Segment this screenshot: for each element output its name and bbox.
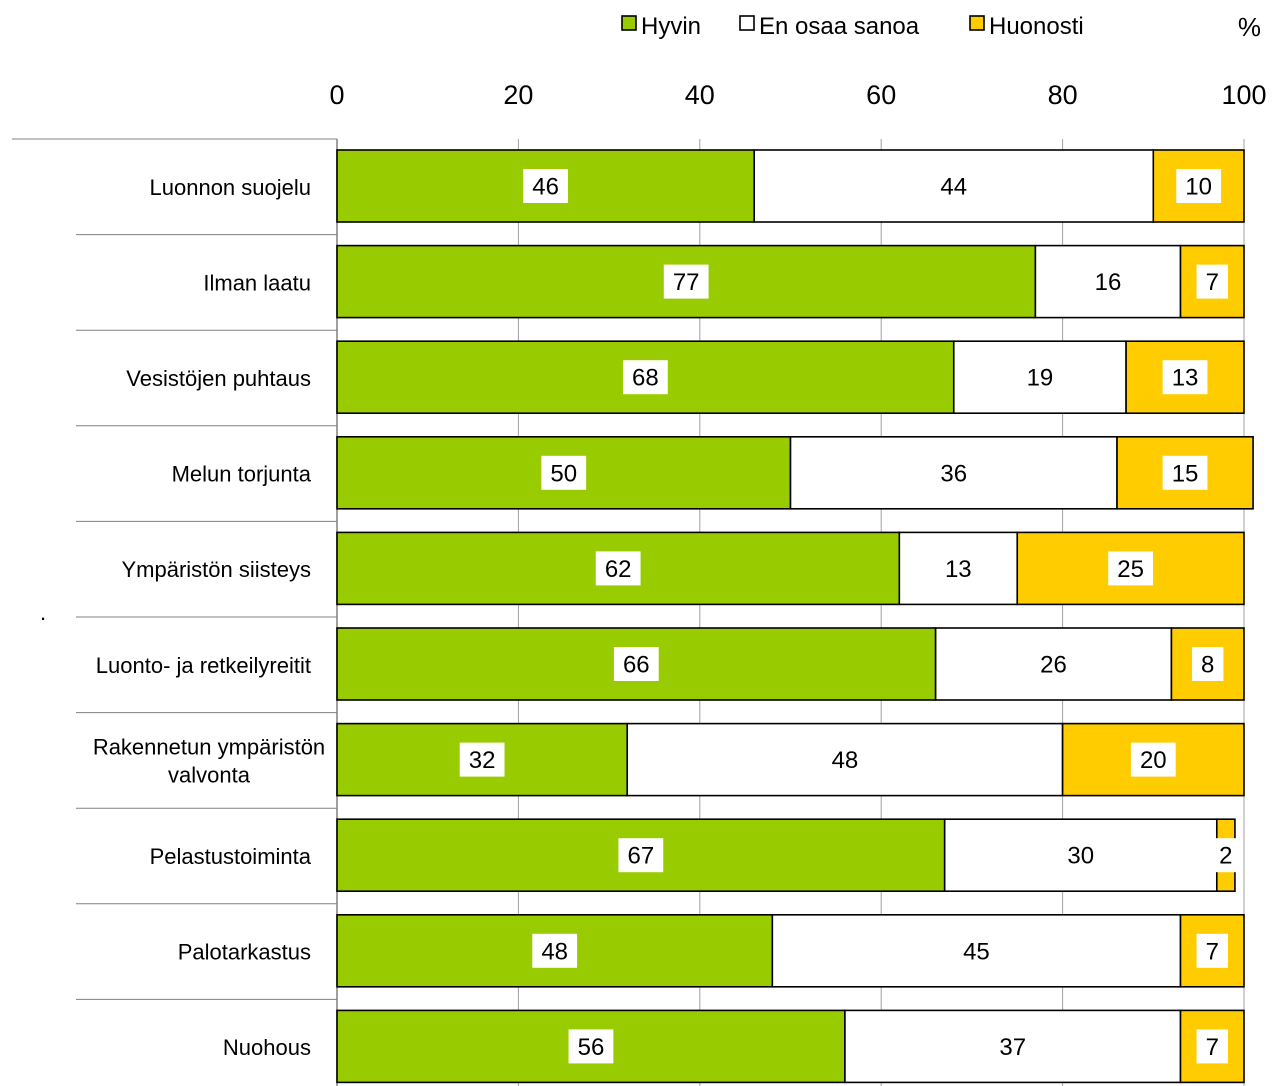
- data-label-bg: [622, 360, 668, 395]
- data-label-bg: [618, 838, 664, 873]
- stray-mark: .: [40, 600, 46, 625]
- data-label: 56: [578, 1034, 605, 1061]
- data-label: 13: [1172, 365, 1199, 392]
- data-label: 7: [1206, 1034, 1219, 1061]
- data-label: 45: [963, 938, 990, 965]
- data-label: 25: [1117, 556, 1144, 583]
- data-label-bg: [613, 647, 659, 681]
- data-label: 8: [1201, 652, 1214, 679]
- x-tick-label: 0: [329, 80, 344, 110]
- data-label: 48: [541, 938, 568, 965]
- data-label-bg: [1196, 1029, 1228, 1064]
- legend-label: Hyvin: [641, 13, 701, 40]
- bar-segment-en-osaa-sanoa: [844, 1009, 1182, 1084]
- data-label-bg: [523, 169, 569, 203]
- category-label: Pelastustoiminta: [150, 844, 312, 869]
- category-labels: Luonnon suojelu Ilman laatu Vesistöjen puh…: [93, 175, 325, 1060]
- data-label-bg: [1192, 647, 1224, 681]
- data-label: 37: [999, 1034, 1026, 1061]
- data-label: 26: [1040, 652, 1067, 679]
- data-label-bg: [1210, 838, 1242, 873]
- data-label-bg: [568, 1029, 614, 1064]
- data-label-bg: [663, 264, 709, 299]
- category-label: Melun torjunta: [172, 462, 312, 487]
- legend-swatch: [621, 15, 637, 31]
- data-label-bg: [1196, 264, 1228, 299]
- category-label: Ympäristön siisteys: [121, 557, 311, 582]
- data-label: 16: [1095, 269, 1122, 296]
- category-label: Palotarkastus: [178, 940, 311, 965]
- data-label: 7: [1206, 269, 1219, 296]
- data-label: 19: [1027, 365, 1054, 392]
- category-label: Nuohous: [223, 1035, 311, 1060]
- x-tick-label: 60: [866, 80, 896, 110]
- data-label-bg: [595, 551, 641, 586]
- data-label: 77: [673, 269, 700, 296]
- data-label: 13: [945, 556, 972, 583]
- data-label-bg: [1196, 933, 1228, 968]
- category-label: Vesistöjen puhtaus: [126, 366, 311, 391]
- legend-swatch: [969, 15, 985, 31]
- legend: Hyvin En osaa sanoa Huonosti: [621, 13, 1084, 40]
- data-label: 48: [832, 747, 859, 774]
- category-label: Luonnon suojelu: [150, 175, 311, 200]
- data-label-bg: [541, 455, 587, 490]
- data-label: 30: [1067, 843, 1094, 870]
- data-label: 68: [632, 365, 659, 392]
- data-label: 66: [623, 652, 650, 679]
- data-label: 67: [627, 843, 654, 870]
- category-label: Luonto- ja retkeilyreitit: [96, 653, 311, 678]
- data-label: 32: [469, 747, 496, 774]
- data-label: 15: [1172, 460, 1199, 487]
- data-label-bg: [1162, 360, 1208, 395]
- unit-label: %: [1238, 12, 1261, 42]
- data-label: 20: [1140, 747, 1167, 774]
- legend-label: Huonosti: [989, 13, 1084, 40]
- data-label: 2: [1219, 843, 1232, 870]
- data-label-bg: [1176, 169, 1222, 203]
- legend-label: En osaa sanoa: [759, 13, 920, 40]
- data-label-bg: [1162, 455, 1208, 490]
- data-label: 46: [532, 174, 559, 201]
- x-tick-label: 80: [1048, 80, 1078, 110]
- bar-segment-en-osaa-sanoa: [753, 149, 1155, 223]
- data-label-bg: [532, 933, 578, 968]
- legend-swatch: [739, 15, 755, 31]
- x-tick-label: 20: [503, 80, 533, 110]
- bar-segment-en-osaa-sanoa: [789, 435, 1118, 510]
- data-label-bg: [1130, 742, 1176, 777]
- data-label: 10: [1185, 174, 1212, 201]
- bar-segment-hyvin: [336, 1009, 846, 1084]
- x-tick-label: 40: [685, 80, 715, 110]
- data-label: 44: [940, 174, 967, 201]
- data-label: 50: [550, 460, 577, 487]
- data-label: 7: [1206, 938, 1219, 965]
- x-tick-label: 100: [1221, 80, 1266, 110]
- data-label: 62: [605, 556, 632, 583]
- data-label-bg: [1108, 551, 1154, 586]
- data-label: 36: [940, 460, 967, 487]
- category-label: Rakennetun ympäristön valvonta: [93, 734, 325, 787]
- data-label-bg: [459, 742, 505, 777]
- x-axis-ticks: 0 20 40 60 80 100: [329, 80, 1266, 110]
- row-separators: [12, 138, 337, 1000]
- bar-segment-en-osaa-sanoa: [943, 818, 1218, 893]
- bar-segment-en-osaa-sanoa: [934, 627, 1173, 701]
- category-label: Ilman laatu: [203, 270, 311, 295]
